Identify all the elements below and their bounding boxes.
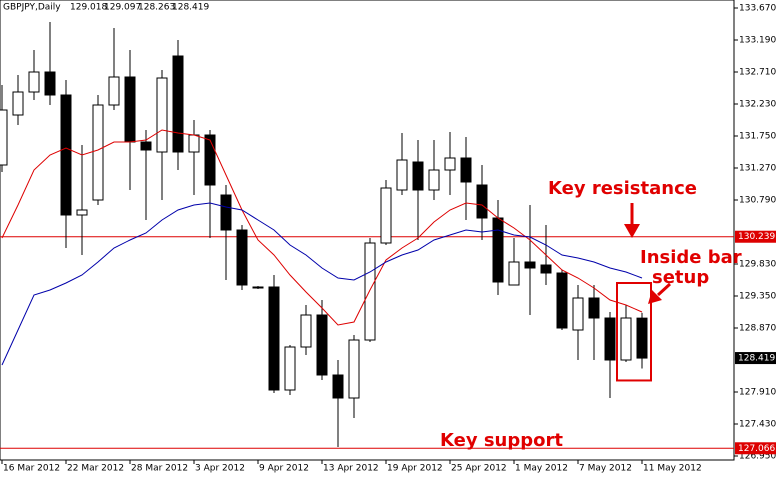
- candle-body: [636, 317, 648, 359]
- candle-body: [268, 286, 280, 391]
- x-tick-label: 3 Apr 2012: [195, 464, 245, 474]
- candle-body: [588, 297, 600, 319]
- candle-body: [220, 194, 232, 231]
- candle-body: [428, 169, 440, 191]
- y-tick-label: 132.710: [739, 68, 776, 78]
- candle-body: [348, 339, 360, 399]
- candle-body: [380, 187, 392, 244]
- candle-body: [556, 272, 568, 329]
- candle-body: [316, 314, 328, 376]
- candle-body: [204, 134, 216, 186]
- level-label-bg: [735, 442, 776, 455]
- candle-body: [396, 159, 408, 191]
- data-layer: [0, 22, 734, 449]
- candle-body: [540, 264, 552, 274]
- y-tick-label: 131.750: [739, 132, 776, 142]
- candle-body: [108, 76, 120, 106]
- candle-body: [460, 157, 472, 183]
- y-tick-label: 129.350: [739, 292, 776, 302]
- candle-body: [284, 346, 296, 391]
- level-label: 130.239: [738, 232, 775, 242]
- moving-average: [1, 202, 643, 366]
- chart-title: GBPJPY,Daily: [3, 3, 61, 13]
- annotation: setup: [652, 267, 709, 288]
- last-price-label: 128.419: [738, 354, 775, 364]
- ohlc-open: 129.018: [70, 3, 107, 13]
- candle-body: [236, 229, 248, 286]
- x-tick-label: 13 Apr 2012: [323, 464, 379, 474]
- x-tick-label: 11 May 2012: [643, 464, 702, 474]
- candle-body: [524, 261, 536, 269]
- candle-body: [300, 314, 312, 348]
- last-price-bg: [735, 352, 776, 365]
- x-tick-label: 16 Mar 2012: [3, 464, 60, 474]
- candle-body: [140, 141, 152, 151]
- candle-body: [604, 317, 616, 361]
- level-label: 127.066: [738, 444, 775, 454]
- candle-body: [476, 184, 488, 219]
- candle-body: [172, 55, 184, 153]
- candle-body: [572, 297, 584, 331]
- candle-body: [492, 217, 504, 283]
- y-tick-label: 133.190: [739, 36, 776, 46]
- ohlc-high: 129.097: [104, 3, 141, 13]
- x-tick-label: 1 May 2012: [515, 464, 568, 474]
- candle-body: [12, 91, 24, 116]
- candle-body: [364, 242, 376, 341]
- y-tick-label: 127.430: [739, 420, 776, 430]
- candle-body: [332, 374, 344, 399]
- candle-body: [44, 71, 56, 96]
- candle-body: [76, 209, 88, 216]
- moving-average: [1, 129, 643, 326]
- x-tick-label: 19 Apr 2012: [387, 464, 443, 474]
- x-tick-label: 7 May 2012: [579, 464, 632, 474]
- candle-body: [60, 94, 72, 216]
- y-tick-label: 127.910: [739, 388, 776, 398]
- candle-body: [28, 71, 40, 93]
- candle-body: [124, 76, 136, 143]
- candle-body: [412, 161, 424, 191]
- y-tick-label: 129.830: [739, 260, 776, 270]
- candle-body: [0, 109, 8, 166]
- candle-body: [92, 104, 104, 201]
- candle-body: [508, 261, 520, 286]
- x-tick-label: 9 Apr 2012: [259, 464, 309, 474]
- y-tick-label: 131.270: [739, 164, 776, 174]
- candle-body: [156, 77, 168, 153]
- y-tick-label: 128.870: [739, 324, 776, 334]
- ohlc-low: 128.263: [138, 3, 175, 13]
- candle-body: [188, 134, 200, 153]
- candle-body: [620, 317, 632, 361]
- y-tick-label: 133.670: [739, 4, 776, 14]
- plot-frame: [0, 0, 735, 461]
- x-tick-label: 25 Apr 2012: [451, 464, 507, 474]
- candle-body: [252, 286, 264, 289]
- y-tick-label: 132.230: [739, 100, 776, 110]
- candle-body: [444, 157, 456, 171]
- y-tick-label: 130.790: [739, 196, 776, 206]
- annotation: Inside bar: [640, 247, 742, 268]
- inside-bar-box: [616, 282, 652, 382]
- x-tick-label: 28 Mar 2012: [131, 464, 188, 474]
- level-label-bg: [735, 230, 776, 243]
- x-tick-label: 22 Mar 2012: [67, 464, 124, 474]
- annotation: Key resistance: [548, 178, 697, 199]
- ohlc-close: 128.419: [172, 3, 209, 13]
- annotation: Key support: [440, 430, 563, 451]
- y-tick-label: 126.950: [739, 452, 776, 462]
